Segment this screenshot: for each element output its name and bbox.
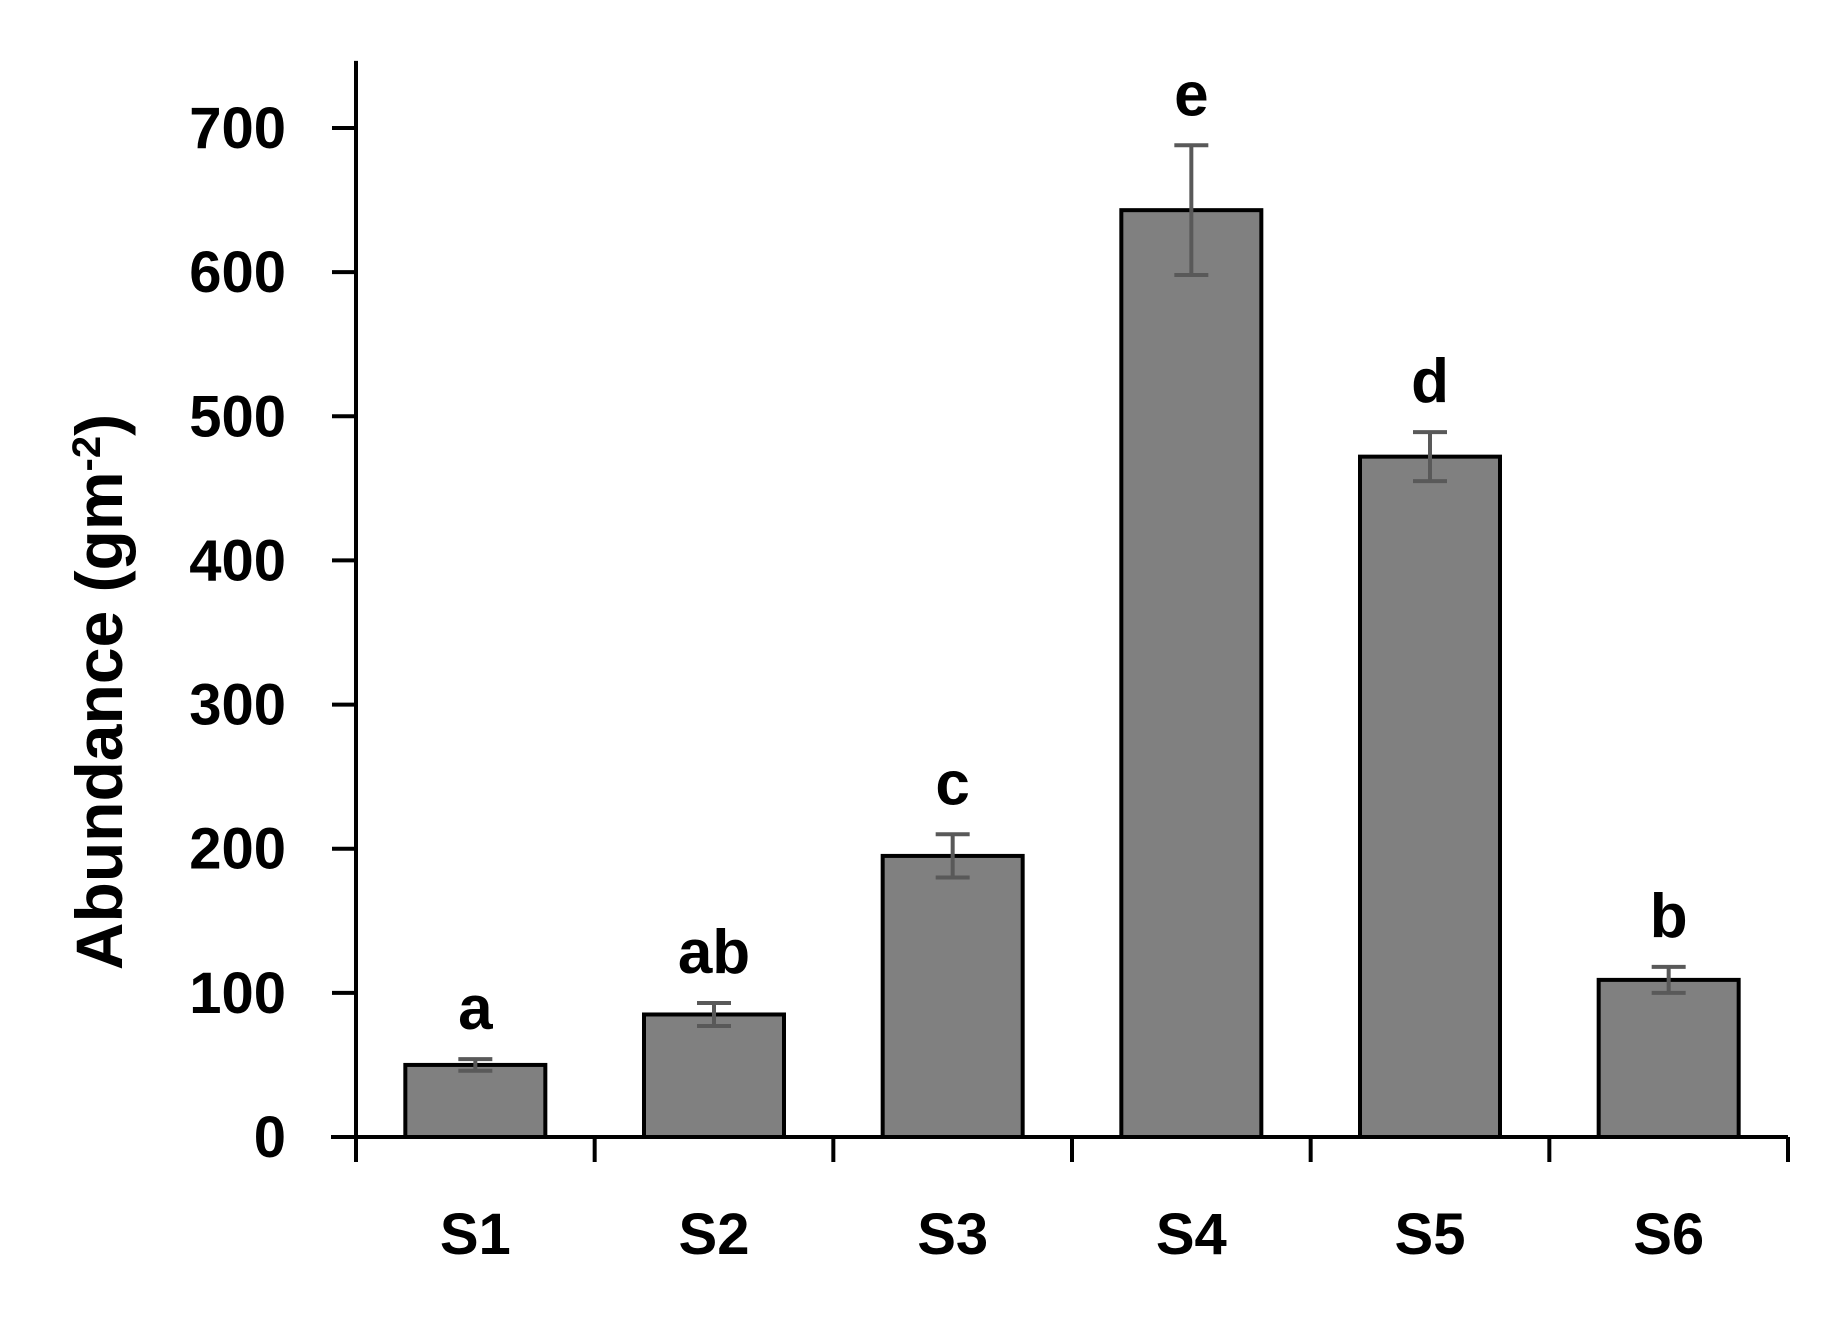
- bars-group: [403, 208, 1741, 1140]
- bar-s5: [1358, 454, 1502, 1140]
- y-tick-label: 700: [189, 96, 286, 161]
- bar-s4: [1119, 208, 1264, 1139]
- bar-s2: [642, 1012, 786, 1140]
- y-axis-title-suffix: ): [62, 414, 136, 436]
- bar-s3: [880, 853, 1025, 1140]
- x-category-label-s2: S2: [679, 1202, 750, 1267]
- significance-letter-s6: b: [1650, 882, 1688, 951]
- error-bar-s4: [1174, 143, 1209, 278]
- y-axis-title-main: Abundance (gm: [62, 471, 136, 970]
- y-tick-label: 500: [189, 384, 286, 449]
- error-bar-s3: [935, 832, 970, 880]
- significance-letter-s3: c: [935, 749, 969, 818]
- error-bar-s1: [458, 1057, 493, 1073]
- y-tick-label: 100: [189, 961, 286, 1026]
- y-tick-label: 600: [189, 240, 286, 305]
- x-ticks-group: [354, 1137, 1790, 1162]
- error-bar-s5: [1413, 430, 1447, 484]
- error-bar-s2: [697, 1000, 731, 1029]
- labels-group: a S1 ab S2 c S3 e S4 d S5 b S6: [440, 60, 1704, 1267]
- y-axis-title: Abundance (gm-2): [62, 414, 136, 970]
- significance-letter-s4: e: [1174, 60, 1208, 129]
- x-category-label-s5: S5: [1395, 1202, 1466, 1267]
- bar-s6: [1596, 977, 1741, 1139]
- significance-letter-s1: a: [458, 974, 493, 1043]
- error-bars-group: [458, 143, 1686, 1073]
- x-category-label-s3: S3: [917, 1202, 988, 1267]
- y-tick-label: 400: [189, 528, 286, 593]
- y-tick-label: 300: [189, 673, 286, 738]
- axes-group: [331, 60, 1788, 1162]
- x-category-label-s1: S1: [440, 1202, 511, 1267]
- bar-s1: [403, 1062, 548, 1140]
- significance-letter-s5: d: [1411, 347, 1449, 416]
- significance-letter-s2: ab: [678, 918, 750, 987]
- y-ticks-group: 0 100 200 300 400 500 600 700: [189, 96, 356, 1170]
- x-category-label-s4: S4: [1156, 1202, 1227, 1267]
- error-bar-s6: [1651, 964, 1686, 995]
- y-tick-label: 200: [189, 817, 286, 882]
- y-axis-title-superscript: -2: [65, 436, 109, 472]
- y-tick-label: 0: [254, 1105, 286, 1170]
- x-category-label-s6: S6: [1633, 1202, 1704, 1267]
